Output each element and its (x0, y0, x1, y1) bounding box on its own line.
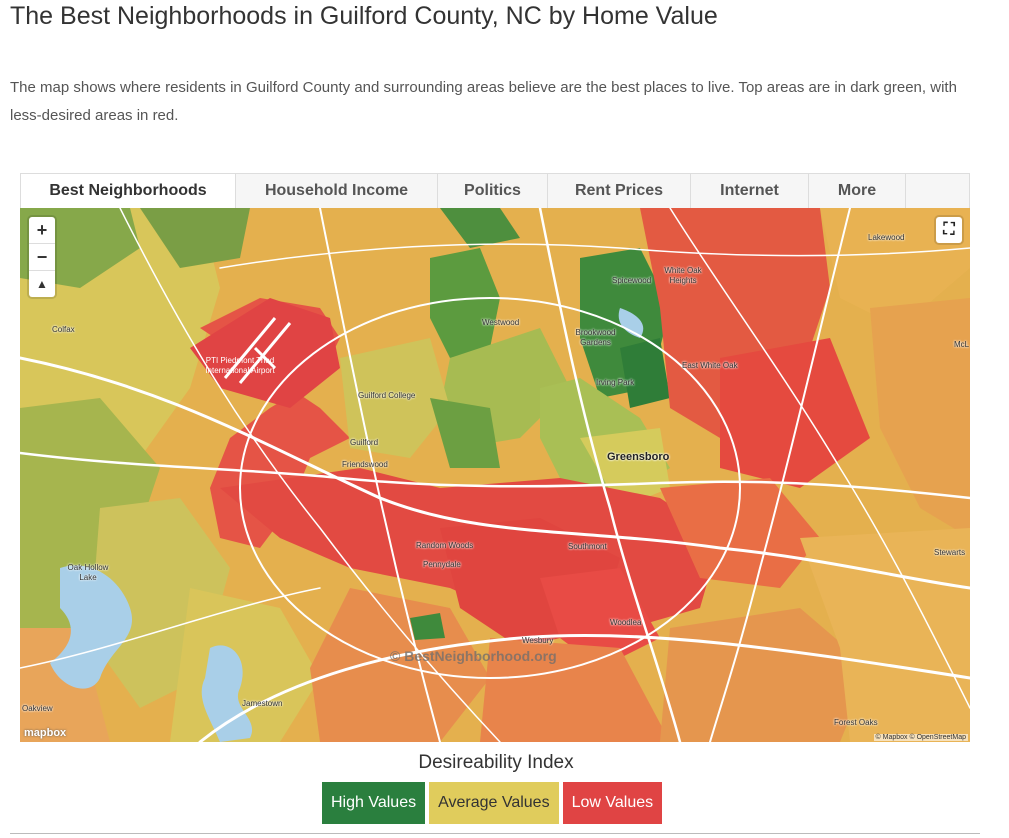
tab-more[interactable]: More (809, 174, 906, 208)
map-canvas (20, 208, 970, 742)
page-title: The Best Neighborhoods in Guilford Count… (10, 2, 718, 30)
place-label: Guilford College (358, 391, 416, 400)
airport-runways-icon (223, 317, 292, 384)
tab-internet[interactable]: Internet (691, 174, 809, 208)
tab-rent-prices[interactable]: Rent Prices (548, 174, 691, 208)
place-label: Southmont (568, 542, 607, 551)
place-label: Stewarts (934, 548, 966, 557)
zoom-in-button[interactable]: + (29, 217, 55, 244)
place-label: Oak Hollow Lake (67, 563, 109, 582)
legend: High Values Average Values Low Values (322, 782, 663, 824)
fullscreen-icon[interactable]: ⛶ (936, 217, 962, 243)
place-label: Spicewood (612, 276, 652, 285)
place-label: Irving Park (596, 378, 635, 387)
mapbox-logo[interactable]: mapbox (24, 727, 67, 739)
place-label: Oakview (22, 704, 53, 713)
legend-low-values: Low Values (562, 782, 663, 824)
tab-politics[interactable]: Politics (438, 174, 548, 208)
tab-household-income[interactable]: Household Income (236, 174, 438, 208)
tab-best-neighborhoods[interactable]: Best Neighborhoods (21, 174, 236, 208)
map-attribution[interactable]: © Mapbox © OpenStreetMap (873, 734, 968, 741)
place-label: East White Oak (682, 361, 738, 370)
city-label: Greensboro (607, 451, 670, 463)
place-label: Lakewood (868, 233, 905, 242)
place-label: Jamestown (242, 699, 283, 708)
place-label: Colfax (52, 325, 75, 334)
divider (10, 833, 980, 834)
legend-title: Desireability Index (418, 752, 574, 773)
place-label: Woodlea (610, 618, 642, 627)
compass-button[interactable]: ▲ (36, 277, 48, 291)
page-description: The map shows where residents in Guilfor… (10, 79, 957, 124)
place-label: White Oak Heights (664, 266, 702, 285)
place-label: McL (954, 340, 970, 349)
place-label: Forest Oaks (834, 718, 878, 727)
legend-average-values: Average Values (429, 782, 559, 824)
watermark: © BestNeighborhood.org (390, 648, 557, 664)
legend-high-values: High Values (322, 782, 426, 824)
place-label: Brookwood Gardens (575, 328, 616, 347)
place-label: Pennydale (423, 560, 461, 569)
place-label: Westwood (482, 318, 520, 327)
place-label: Guilford (350, 438, 379, 447)
place-label: Wesbury (522, 636, 554, 645)
place-label: Random Woods (416, 541, 474, 550)
map-tabs: Best Neighborhoods Household Income Poli… (20, 173, 970, 208)
neighborhood-map[interactable]: + − ▲ ⛶ Lakewood Colfax Spicewood White … (20, 208, 970, 742)
place-label: Friendswood (342, 460, 388, 469)
zoom-out-button[interactable]: − (29, 244, 55, 271)
zoom-controls: + − ▲ (29, 217, 55, 297)
airport-label: PTI Piedmont Triad International Airport (205, 356, 275, 375)
